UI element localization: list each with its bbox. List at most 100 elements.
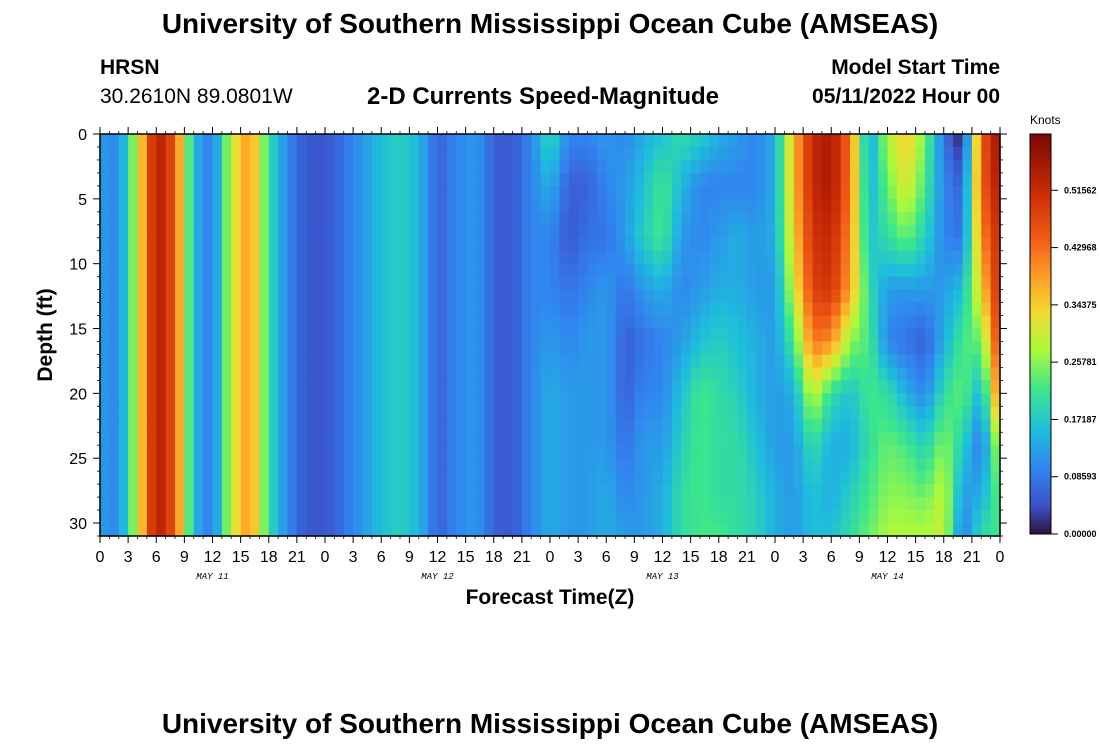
heatmap-cell (756, 250, 767, 265)
heatmap-cell (812, 276, 823, 291)
heatmap-cell (906, 432, 917, 446)
heatmap-cell (643, 185, 654, 200)
heatmap-cell (146, 406, 157, 420)
heatmap-cell (943, 263, 954, 278)
heatmap-cell (390, 432, 401, 446)
heatmap-cell (296, 341, 307, 356)
heatmap-cell (625, 172, 635, 187)
heatmap-cell (437, 146, 448, 161)
heatmap-cell (850, 406, 860, 420)
heatmap-cell (484, 134, 495, 148)
heatmap-cell (671, 211, 682, 226)
heatmap-cell (437, 159, 448, 174)
heatmap-cell (540, 224, 551, 239)
heatmap-cell (681, 289, 692, 304)
heatmap-cell (184, 146, 195, 161)
heatmap-cell (859, 185, 870, 200)
heatmap-cell (306, 172, 317, 187)
heatmap-cell (615, 315, 626, 330)
heatmap-cell (568, 198, 579, 213)
heatmap-cell (475, 237, 485, 252)
heatmap-cell (296, 510, 307, 524)
heatmap-cell (700, 159, 710, 174)
heatmap-cell (100, 237, 110, 252)
heatmap-cell (934, 198, 945, 213)
heatmap-cell (793, 250, 804, 265)
heatmap-cell (653, 406, 664, 420)
heatmap-cell (943, 458, 954, 472)
heatmap-cell (615, 484, 626, 498)
heatmap-cell (634, 367, 645, 381)
heatmap-cell (943, 471, 954, 485)
heatmap-cell (334, 198, 345, 213)
heatmap-cell (784, 419, 795, 433)
heatmap-cell (381, 237, 392, 252)
heatmap-cell (559, 250, 570, 265)
heatmap-cell (268, 510, 279, 524)
heatmap-cell (193, 523, 204, 537)
heatmap-cell (981, 328, 992, 343)
heatmap-cell (175, 354, 185, 369)
heatmap-cell (278, 458, 289, 472)
heatmap-cell (934, 250, 945, 265)
heatmap-cell (315, 146, 326, 161)
heatmap-cell (484, 432, 495, 446)
heatmap-cell (165, 185, 176, 200)
heatmap-cell (203, 367, 214, 381)
heatmap-cell (381, 497, 392, 511)
heatmap-cell (550, 185, 560, 200)
heatmap-cell (381, 172, 392, 187)
heatmap-cell (268, 198, 279, 213)
heatmap-cell (221, 432, 232, 446)
heatmap-cell (137, 419, 148, 433)
heatmap-cell (784, 458, 795, 472)
heatmap-cell (850, 458, 860, 472)
heatmap-cell (765, 250, 776, 265)
heatmap-cell (325, 185, 335, 200)
heatmap-cell (446, 211, 457, 226)
heatmap-cell (653, 484, 664, 498)
heatmap-cell (643, 419, 654, 433)
heatmap-cell (859, 458, 870, 472)
heatmap-cell (840, 198, 851, 213)
heatmap-cell (465, 315, 476, 330)
heatmap-cell (690, 302, 701, 317)
heatmap-cell (540, 419, 551, 433)
heatmap-cell (409, 315, 420, 330)
heatmap-cell (728, 146, 739, 161)
heatmap-cell (906, 237, 917, 252)
heatmap-cell (793, 134, 804, 148)
heatmap-cell (306, 146, 317, 161)
heatmap-cell (362, 497, 373, 511)
heatmap-cell (906, 146, 917, 161)
heatmap-cell (362, 406, 373, 420)
heatmap-cell (559, 198, 570, 213)
heatmap-cell (643, 211, 654, 226)
heatmap-cell (596, 471, 607, 485)
heatmap-cell (915, 354, 926, 369)
heatmap-cell (118, 328, 129, 343)
heatmap-cell (906, 302, 917, 317)
heatmap-cell (737, 172, 748, 187)
heatmap-cell (250, 341, 260, 356)
heatmap-cell (990, 159, 1001, 174)
heatmap-cell (578, 445, 589, 459)
heatmap-cell (437, 445, 448, 459)
heatmap-cell (615, 406, 626, 420)
heatmap-cell (418, 380, 429, 394)
heatmap-cell (250, 419, 260, 433)
heatmap-cell (568, 497, 579, 511)
heatmap-cell (175, 380, 185, 394)
heatmap-cell (718, 484, 729, 498)
heatmap-cell (212, 458, 223, 472)
heatmap-cell (606, 172, 617, 187)
heatmap-cell (456, 134, 467, 148)
heatmap-cell (746, 380, 757, 394)
heatmap-cell (943, 302, 954, 317)
heatmap-cell (625, 406, 635, 420)
heatmap-cell (643, 458, 654, 472)
heatmap-cell (981, 367, 992, 381)
heatmap-cell (371, 276, 382, 291)
heatmap-cell (550, 198, 560, 213)
heatmap-cell (362, 510, 373, 524)
